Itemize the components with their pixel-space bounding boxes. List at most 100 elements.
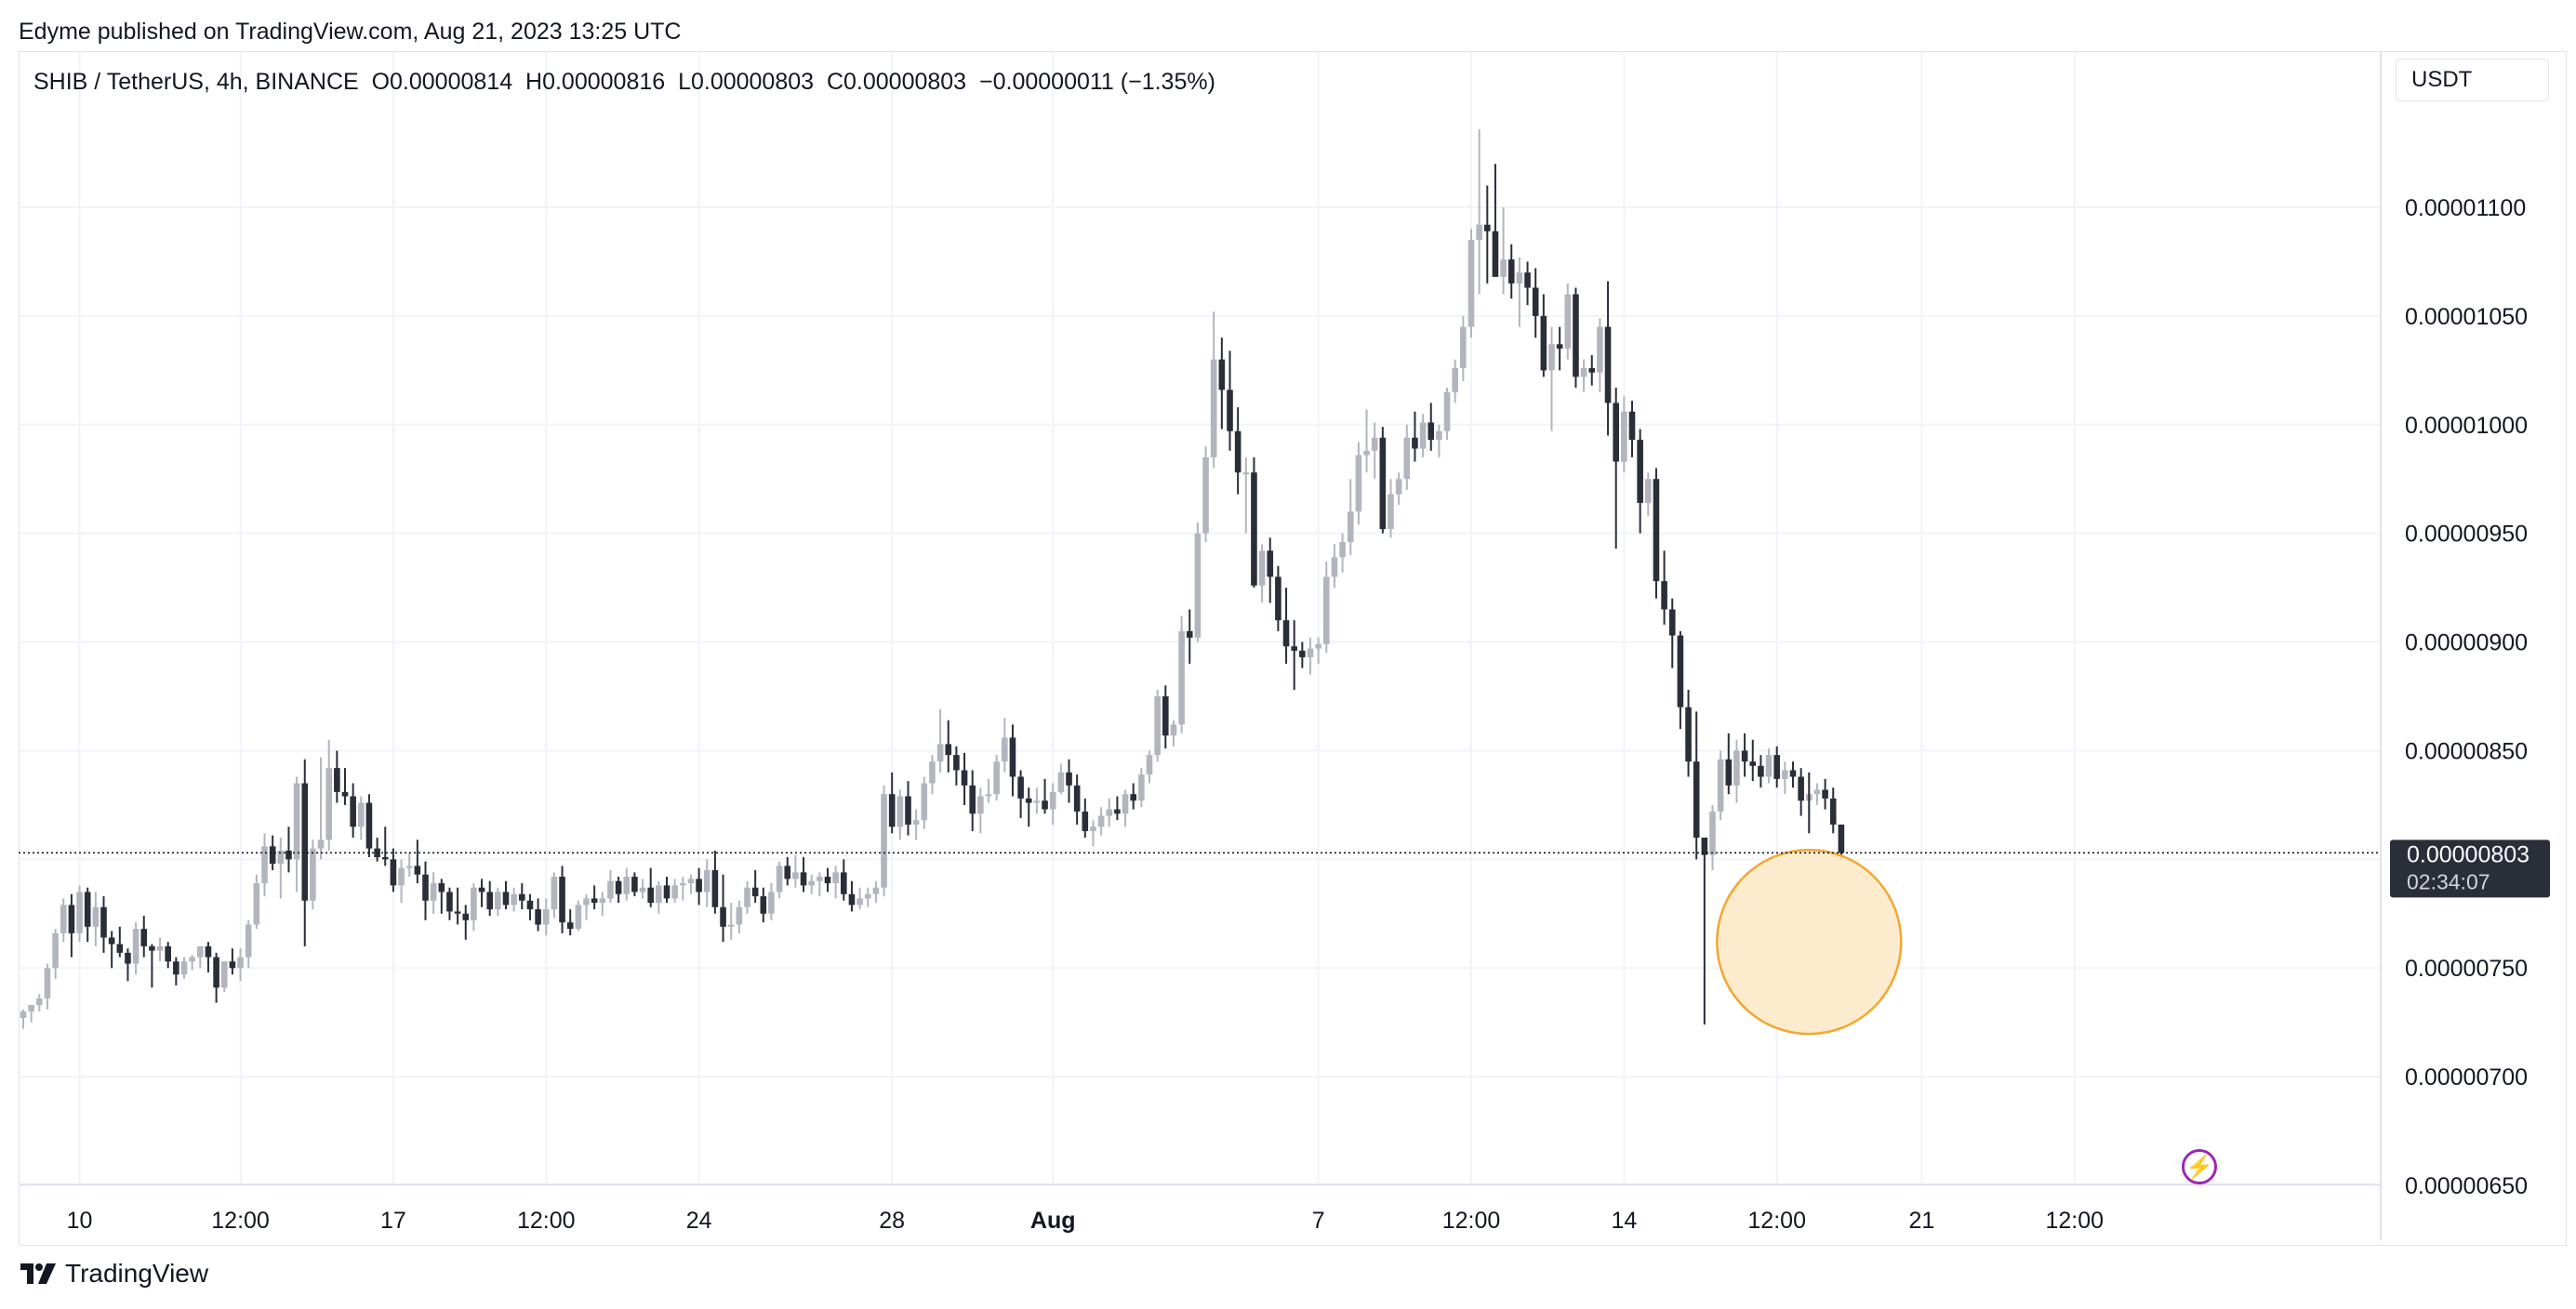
candle-body [358, 802, 365, 827]
candle-body [1604, 326, 1612, 403]
legend-change: −0.00000011 (−1.35%) [979, 69, 1215, 95]
legend-symbol[interactable]: SHIB / TetherUS, 4h, BINANCE [33, 69, 359, 95]
candle-body [1403, 437, 1411, 480]
candle-body [1685, 707, 1692, 762]
candle-body [784, 866, 791, 879]
candle-body [1210, 359, 1217, 457]
candle-body [1227, 390, 1233, 431]
candle-body [1452, 367, 1458, 392]
candle-body [92, 906, 100, 927]
candle-body [197, 945, 204, 958]
candle-body [68, 905, 75, 933]
candle-body [486, 892, 493, 910]
candle-body [1758, 765, 1764, 777]
candle-body [220, 961, 228, 988]
candle-body [1234, 430, 1242, 473]
candle-body [1798, 776, 1804, 801]
candle-body [1042, 800, 1048, 810]
candle-body [1476, 224, 1482, 241]
currency-button[interactable]: USDT [2396, 59, 2549, 101]
y-tick-label: 0.00001000 [2405, 413, 2528, 439]
candle-body [1066, 772, 1072, 786]
candle-body [1765, 755, 1773, 777]
candle-body [953, 755, 960, 771]
candle-body [430, 883, 437, 901]
candle-body [1516, 272, 1523, 284]
candle-body [832, 872, 839, 884]
candle-body [237, 957, 244, 969]
candle-body [1789, 770, 1797, 777]
candle-body [727, 924, 735, 927]
candle-body [1049, 791, 1056, 810]
brand-name: TradingView [65, 1259, 209, 1288]
candle-body [1661, 581, 1667, 610]
candle-body [1323, 576, 1330, 644]
candle-body [841, 872, 847, 894]
candle-body [1427, 422, 1435, 441]
candle-body [132, 929, 139, 964]
x-tick-label: 12:00 [1747, 1208, 1806, 1234]
candle-body [1002, 737, 1008, 762]
candle-body [1082, 811, 1089, 831]
candle-body [872, 887, 880, 894]
legend-high: H0.00000816 [525, 69, 666, 95]
candle-body [647, 887, 654, 904]
candle-body [269, 846, 276, 865]
candle-body [213, 957, 219, 988]
candle-body [881, 794, 887, 888]
last-price-label: 0.00000803 [2407, 841, 2530, 867]
candle-body [912, 820, 920, 825]
candle-body [1154, 696, 1161, 756]
candle-body [414, 866, 421, 875]
candle-body [583, 898, 590, 906]
candle-body [1829, 798, 1837, 825]
candle-body [680, 883, 686, 886]
candle-body [945, 744, 952, 756]
candle-body [1460, 326, 1467, 368]
x-tick-label: 10 [67, 1208, 93, 1234]
candle-body [921, 783, 928, 821]
candle-body [495, 892, 501, 910]
candle-body [1467, 240, 1475, 327]
candle-body [502, 892, 510, 906]
tradingview-brand[interactable]: TradingView [19, 1259, 208, 1289]
y-tick-label: 0.00000850 [2405, 738, 2528, 764]
candle-body [60, 905, 67, 933]
lightning-icon[interactable]: ⚡ [2182, 1149, 2217, 1184]
candle-body [1782, 770, 1788, 779]
candle-body [961, 770, 968, 786]
candle-body [1749, 761, 1757, 766]
candle-body [1258, 550, 1266, 586]
candle-body [398, 867, 405, 886]
legend-close: C0.00000803 [826, 69, 967, 95]
candle-body [631, 877, 638, 892]
candle-body [1645, 479, 1652, 503]
x-tick-label: 7 [1312, 1208, 1325, 1234]
candle-body [253, 883, 260, 925]
candle-body [1492, 231, 1499, 277]
candle-body [285, 850, 292, 860]
candle-body [1009, 737, 1016, 777]
candle-body [969, 785, 976, 814]
candle-body [405, 866, 413, 868]
candle-body [1186, 630, 1193, 638]
legend-low: L0.00000803 [678, 69, 815, 95]
y-tick-label: 0.00001050 [2405, 304, 2528, 330]
candle-body [808, 880, 815, 886]
candle-body [1267, 550, 1274, 577]
candle-body [1628, 411, 1636, 441]
candle-body [310, 848, 316, 901]
candle-body [615, 880, 622, 894]
candle-body [1741, 750, 1748, 762]
candle-body [776, 866, 783, 892]
x-tick-label: 17 [380, 1208, 406, 1234]
candle-body [1170, 724, 1177, 736]
highlight-circle [1716, 848, 1903, 1036]
candle-body [1194, 533, 1202, 638]
candle-body [277, 850, 285, 865]
candle-body [341, 791, 349, 797]
candle-body [52, 932, 59, 969]
candle-body [800, 872, 807, 886]
candle-body [1162, 696, 1169, 736]
